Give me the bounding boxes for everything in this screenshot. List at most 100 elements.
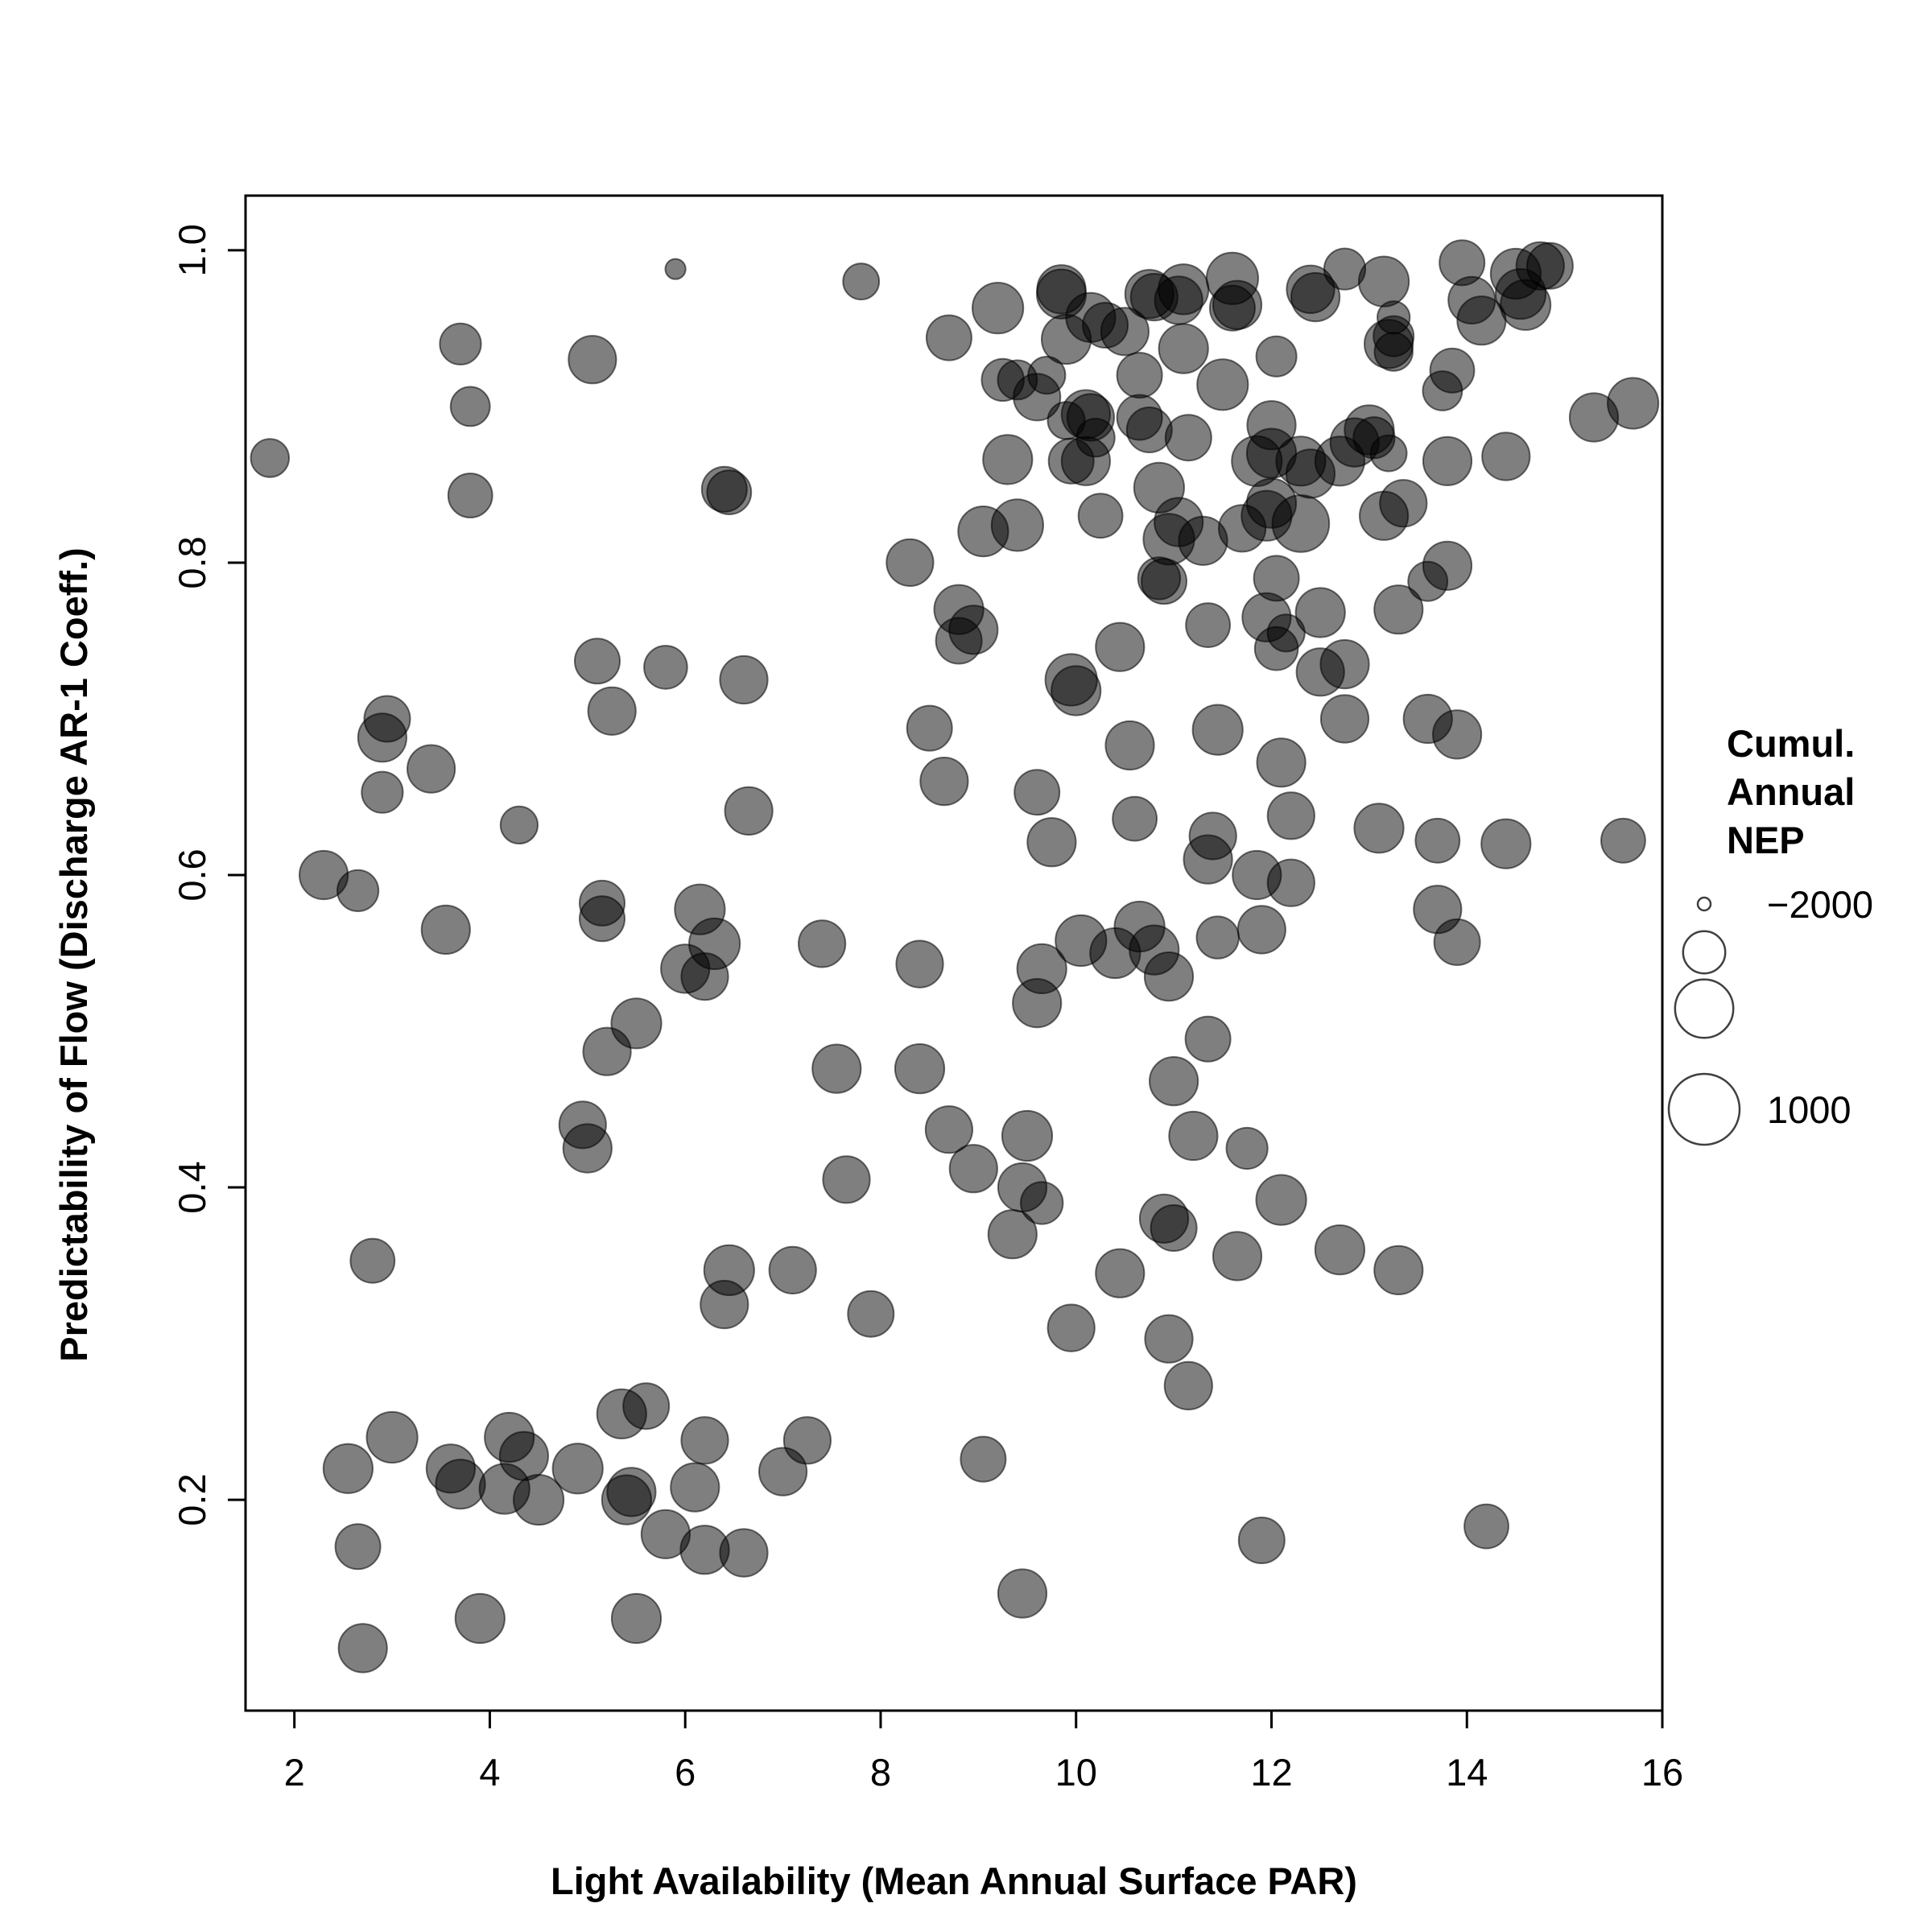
data-point-194 [1379, 479, 1428, 528]
y-tick-label-2: 0.6 [171, 848, 213, 901]
data-point-0 [250, 438, 290, 478]
data-point-17 [435, 1459, 486, 1510]
data-point-61 [822, 1155, 871, 1204]
data-point-106 [1075, 418, 1116, 458]
data-point-164 [1256, 737, 1307, 788]
data-point-178 [1319, 639, 1370, 690]
data-point-170 [1271, 494, 1331, 553]
data-point-100 [1046, 1303, 1096, 1352]
x-axis-title: Light Availability (Mean Annual Surface … [551, 1860, 1357, 1902]
data-point-31 [579, 895, 625, 943]
data-point-154 [1236, 905, 1286, 955]
data-point-62 [842, 262, 881, 301]
data-point-191 [1377, 300, 1411, 335]
data-point-130 [1150, 1204, 1198, 1252]
data-point-129 [1149, 1056, 1199, 1107]
data-point-73 [948, 605, 999, 655]
data-point-218 [1607, 377, 1660, 430]
data-point-200 [1422, 436, 1473, 486]
data-point-28 [574, 638, 621, 685]
data-point-99 [1051, 665, 1102, 716]
data-point-70 [924, 1105, 974, 1154]
data-point-115 [1116, 352, 1163, 399]
data-point-74 [948, 1144, 998, 1194]
data-point-85 [997, 1568, 1048, 1619]
x-tick-label-5: 12 [1250, 1751, 1292, 1794]
data-point-107 [1077, 493, 1124, 539]
data-point-110 [1095, 621, 1146, 672]
legend-circle-2 [1674, 978, 1735, 1039]
legend-title-line-1: Cumul. [1727, 722, 1855, 765]
data-point-204 [1433, 918, 1481, 966]
data-point-64 [886, 538, 935, 588]
data-point-114 [1112, 795, 1158, 842]
data-point-38 [622, 1382, 671, 1430]
data-point-69 [925, 314, 972, 361]
data-point-168 [1266, 791, 1315, 840]
y-axis-title: Predictability of Flow (Discharge AR-1 C… [52, 547, 95, 1362]
data-point-119 [1125, 407, 1173, 453]
data-point-27 [568, 335, 617, 385]
data-point-151 [1225, 1126, 1269, 1170]
data-point-142 [1188, 811, 1237, 861]
data-point-29 [587, 686, 637, 736]
data-point-63 [847, 1290, 895, 1338]
data-point-43 [670, 1462, 720, 1513]
data-point-76 [960, 1435, 1007, 1483]
x-tick-label-4: 10 [1055, 1751, 1097, 1794]
data-point-133 [1158, 323, 1209, 374]
data-point-111 [1095, 1248, 1146, 1298]
x-tick-label-0: 2 [284, 1751, 305, 1794]
data-point-6 [365, 1410, 419, 1464]
data-point-208 [1463, 1503, 1509, 1550]
data-point-141 [1185, 602, 1231, 648]
legend-circle-1 [1682, 930, 1727, 975]
data-point-89 [1020, 1181, 1064, 1225]
data-point-149 [1212, 279, 1263, 330]
data-point-193 [1373, 584, 1424, 635]
data-point-203 [1432, 709, 1483, 760]
data-point-145 [1196, 358, 1249, 411]
x-tick-label-3: 8 [870, 1751, 891, 1794]
data-point-143 [1191, 704, 1244, 756]
data-point-167 [1266, 858, 1315, 907]
data-point-11 [406, 744, 456, 794]
data-point-201 [1422, 540, 1473, 591]
x-tick-label-6: 14 [1446, 1751, 1488, 1794]
data-point-22 [513, 1474, 565, 1526]
data-point-144 [1195, 915, 1240, 960]
data-point-10 [361, 770, 404, 814]
data-point-124 [1141, 558, 1187, 605]
data-point-192 [1373, 1245, 1424, 1296]
data-point-66 [895, 939, 944, 989]
data-point-68 [919, 757, 969, 807]
data-point-13 [439, 322, 482, 365]
data-point-14 [449, 386, 491, 427]
data-point-209 [1481, 431, 1531, 481]
data-point-137 [1168, 1110, 1219, 1162]
y-tick-label-4: 1.0 [171, 224, 213, 276]
data-point-161 [1253, 555, 1300, 602]
data-point-134 [1158, 263, 1210, 316]
data-point-57 [768, 1245, 817, 1295]
data-point-24 [551, 1443, 604, 1495]
data-point-128 [1144, 1314, 1194, 1364]
data-point-190 [1373, 332, 1414, 372]
y-tick-label-3: 0.8 [171, 536, 213, 588]
data-point-54 [719, 654, 769, 705]
data-point-3 [322, 1443, 374, 1494]
data-point-112 [1100, 307, 1150, 357]
data-point-174 [1294, 587, 1346, 638]
data-point-139 [1184, 1015, 1232, 1063]
data-point-47 [680, 1416, 729, 1465]
data-point-23 [499, 805, 539, 845]
data-point-77 [972, 282, 1025, 335]
x-axis: 2 4 6 8 10 12 14 16 [284, 1709, 1683, 1794]
data-point-5 [337, 1623, 388, 1674]
data-point-91 [1027, 356, 1067, 395]
data-point-163 [1255, 335, 1298, 378]
data-point-184 [1353, 803, 1405, 854]
legend-circle-0 [1696, 896, 1712, 912]
data-point-215 [1525, 242, 1574, 290]
legend-title-line-3: NEP [1727, 819, 1805, 861]
